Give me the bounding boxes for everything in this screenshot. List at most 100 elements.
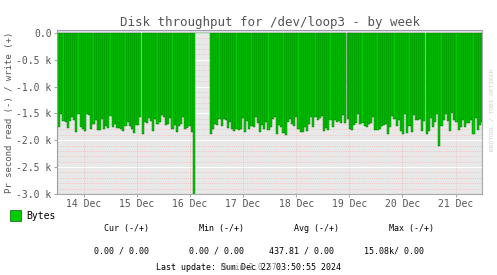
Bar: [331, 33, 333, 127]
Bar: [361, 33, 364, 123]
Bar: [406, 33, 409, 133]
Bar: [379, 33, 381, 129]
Bar: [129, 33, 131, 126]
Bar: [402, 33, 404, 134]
Bar: [131, 33, 133, 129]
Bar: [96, 33, 99, 130]
Bar: [272, 33, 274, 119]
Bar: [225, 33, 227, 120]
Bar: [69, 33, 71, 121]
Bar: [276, 33, 278, 134]
Bar: [417, 33, 419, 120]
Bar: [336, 33, 338, 122]
Bar: [315, 33, 317, 117]
Bar: [411, 33, 413, 133]
Bar: [368, 33, 370, 125]
Bar: [263, 33, 265, 130]
Bar: [267, 33, 269, 130]
Bar: [175, 33, 178, 132]
Bar: [195, 33, 197, 34]
Bar: [252, 33, 254, 127]
Bar: [101, 33, 103, 119]
Bar: [184, 33, 186, 129]
Bar: [278, 33, 280, 125]
Text: Munin 2.0.57: Munin 2.0.57: [221, 263, 276, 272]
Bar: [481, 33, 483, 122]
Bar: [325, 33, 327, 128]
Bar: [238, 33, 240, 130]
Bar: [434, 33, 436, 122]
Bar: [161, 33, 163, 115]
Bar: [150, 33, 152, 121]
Bar: [178, 33, 180, 126]
Bar: [310, 33, 312, 117]
Bar: [330, 33, 331, 120]
Bar: [468, 33, 470, 123]
Bar: [300, 33, 302, 132]
Bar: [186, 33, 188, 128]
Bar: [203, 33, 206, 34]
Bar: [86, 33, 88, 114]
Bar: [122, 33, 124, 131]
Text: Cur (-/+)          Min (-/+)          Avg (-/+)          Max (-/+): Cur (-/+) Min (-/+) Avg (-/+) Max (-/+): [64, 224, 433, 233]
Bar: [304, 33, 306, 127]
Bar: [308, 33, 310, 123]
Bar: [103, 33, 105, 130]
Bar: [169, 33, 171, 118]
Bar: [351, 33, 353, 130]
Bar: [80, 33, 82, 127]
Bar: [265, 33, 267, 122]
Bar: [438, 33, 440, 145]
Bar: [142, 33, 144, 134]
Bar: [291, 33, 293, 124]
Bar: [227, 33, 229, 128]
Bar: [221, 33, 223, 126]
Bar: [270, 33, 272, 127]
Bar: [261, 33, 263, 125]
Bar: [394, 33, 396, 119]
Bar: [116, 33, 118, 128]
Bar: [443, 33, 445, 120]
Bar: [254, 33, 257, 117]
Bar: [427, 33, 430, 131]
Bar: [285, 33, 287, 135]
Bar: [355, 33, 357, 123]
Bar: [157, 33, 159, 124]
Bar: [94, 33, 96, 120]
Bar: [458, 33, 460, 130]
Bar: [191, 33, 193, 132]
Bar: [197, 33, 199, 34]
Bar: [135, 33, 137, 125]
Bar: [127, 33, 129, 122]
Bar: [137, 33, 139, 125]
Y-axis label: Pr second read (-) / write (+): Pr second read (-) / write (+): [4, 31, 13, 193]
Bar: [259, 33, 261, 132]
Bar: [231, 33, 233, 129]
Bar: [419, 33, 421, 119]
Bar: [423, 33, 425, 121]
Bar: [385, 33, 387, 124]
Bar: [208, 33, 210, 34]
Bar: [188, 33, 191, 126]
Bar: [328, 33, 330, 130]
Bar: [366, 33, 368, 127]
Bar: [398, 33, 400, 120]
Bar: [84, 33, 86, 131]
Bar: [274, 33, 276, 117]
Bar: [120, 33, 122, 129]
Bar: [82, 33, 84, 128]
Bar: [409, 33, 411, 126]
Bar: [67, 33, 69, 128]
Bar: [344, 33, 346, 123]
Bar: [124, 33, 127, 126]
Bar: [76, 33, 78, 132]
Bar: [282, 33, 285, 133]
Bar: [210, 33, 212, 134]
Bar: [229, 33, 231, 122]
Bar: [289, 33, 291, 119]
Bar: [364, 33, 366, 126]
Bar: [71, 33, 73, 117]
Bar: [114, 33, 116, 124]
Bar: [109, 33, 112, 116]
Bar: [413, 33, 415, 115]
